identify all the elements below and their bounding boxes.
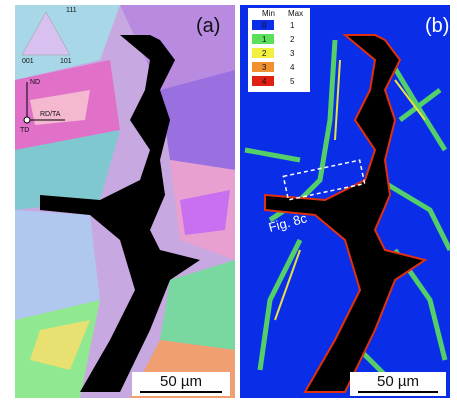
figure: 111 001 101 ND RD/TA TD (a) 50 µm Min Ma… (0, 0, 457, 406)
legend-value: 3 (290, 49, 295, 58)
legend-value: 2 (290, 35, 295, 44)
ipf-label: 111 (66, 7, 77, 14)
scale-label: 50 µm (377, 373, 419, 390)
legend-value: 5 (290, 77, 295, 86)
legend-value: 0 (262, 21, 267, 30)
axis-label: TD (20, 127, 29, 134)
legend-header: Min (262, 9, 275, 18)
legend-value: 1 (262, 35, 267, 44)
legend-header: Max (288, 9, 303, 18)
ipf-label: 001 (22, 58, 34, 65)
ipf-label: 101 (60, 58, 72, 65)
axis-origin (24, 117, 30, 123)
scale-label: 50 µm (160, 373, 202, 390)
axis-label: RD/TA (40, 111, 61, 118)
legend-value: 1 (290, 21, 295, 30)
panel-label: (a) (196, 15, 220, 37)
legend-value: 4 (290, 63, 295, 72)
panel-label: (b) (425, 15, 449, 37)
ebsd-map (15, 5, 235, 398)
legend-value: 2 (262, 49, 267, 58)
axis-label: ND (30, 79, 40, 86)
legend-value: 3 (262, 63, 267, 72)
legend-value: 4 (262, 77, 267, 86)
